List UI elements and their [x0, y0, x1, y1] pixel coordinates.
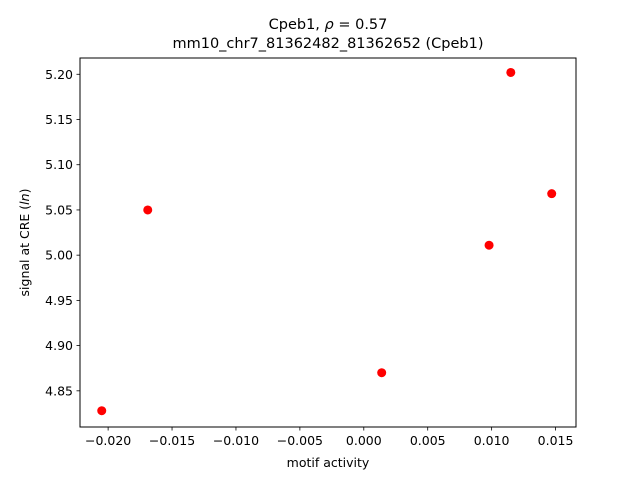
data-point	[143, 205, 153, 215]
data-point	[484, 240, 494, 250]
x-tick-label: 0.015	[538, 433, 574, 448]
x-axis-label: motif activity	[287, 455, 370, 470]
y-axis-label: signal at CRE (ln)	[17, 189, 32, 297]
x-tick-label: 0.005	[410, 433, 446, 448]
title-rho-value: = 0.57	[334, 17, 388, 33]
x-tick-label: −0.005	[277, 433, 323, 448]
x-tick-label: 0.010	[474, 433, 510, 448]
x-tick-label: 0.000	[346, 433, 382, 448]
data-point	[97, 406, 107, 416]
y-tick-label: 4.95	[45, 293, 73, 308]
points-layer	[97, 67, 557, 416]
data-point	[377, 368, 387, 378]
y-tick-label: 5.20	[45, 67, 73, 82]
x-tick-label: −0.015	[149, 433, 195, 448]
y-tick-label: 5.10	[45, 157, 73, 172]
y-axis-label-prefix: signal at CRE (	[17, 205, 32, 297]
chart-title-line2: mm10_chr7_81362482_81362652 (Cpeb1)	[172, 36, 483, 52]
y-axis-label-suffix: )	[17, 189, 32, 194]
y-tick-label: 5.00	[45, 248, 73, 263]
data-point	[506, 67, 516, 77]
x-tick-label: −0.010	[213, 433, 259, 448]
y-axis-label-italic: ln	[17, 193, 32, 204]
plot-area-frame	[79, 57, 577, 428]
y-tick-label: 4.90	[45, 338, 73, 353]
chart-title-line1: Cpeb1, ρ = 0.57	[269, 17, 388, 33]
y-tick-label: 4.85	[45, 383, 73, 398]
y-tick-label: 5.05	[45, 202, 73, 217]
ticks-layer: −0.020 −0.015 −0.010 −0.005 0.000 0.005 0.010 0…	[45, 67, 573, 448]
x-tick-label: −0.020	[85, 433, 131, 448]
title-rho-symbol: ρ	[325, 17, 335, 33]
y-tick-label: 5.15	[45, 112, 73, 127]
title-prefix: Cpeb1,	[269, 17, 325, 33]
data-point	[547, 189, 557, 199]
